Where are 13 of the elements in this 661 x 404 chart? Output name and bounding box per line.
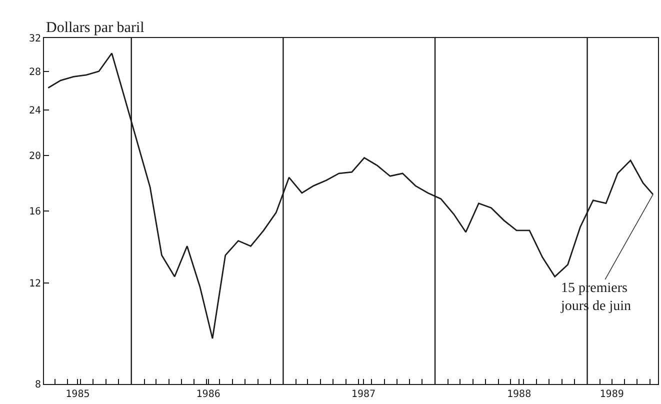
y-tick-label: 16 bbox=[28, 206, 41, 218]
x-tick-label: 1987 bbox=[351, 389, 376, 400]
y-tick-label: 24 bbox=[28, 105, 41, 116]
y-tick-label: 8 bbox=[34, 380, 41, 390]
y-axis-title: Dollars par baril bbox=[46, 20, 144, 36]
y-tick-label: 28 bbox=[28, 66, 41, 78]
x-tick-label: 1986 bbox=[196, 389, 220, 400]
y-tick-label: 20 bbox=[28, 150, 41, 162]
x-tick-label: 1985 bbox=[66, 389, 90, 400]
y-tick-label: 32 bbox=[28, 34, 41, 44]
x-tick-label: 1988 bbox=[507, 389, 532, 400]
y-tick-label: 12 bbox=[28, 278, 41, 290]
x-tick-label: 1989 bbox=[600, 389, 624, 400]
